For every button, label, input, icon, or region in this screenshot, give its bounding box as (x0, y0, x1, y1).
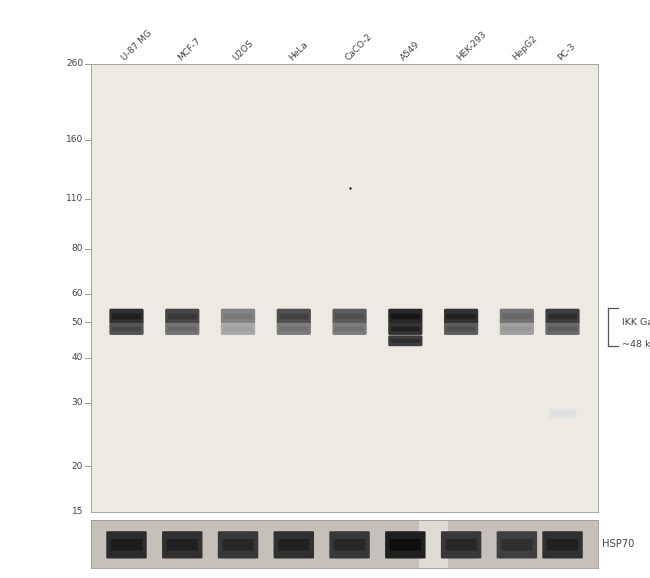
FancyBboxPatch shape (218, 531, 258, 558)
FancyBboxPatch shape (162, 531, 203, 558)
FancyBboxPatch shape (542, 531, 583, 558)
Text: CaCO-2: CaCO-2 (343, 32, 374, 62)
Text: 60: 60 (72, 290, 83, 298)
FancyBboxPatch shape (391, 339, 420, 343)
Text: 160: 160 (66, 135, 83, 144)
FancyBboxPatch shape (447, 327, 476, 331)
Text: 50: 50 (72, 318, 83, 327)
FancyBboxPatch shape (500, 323, 534, 335)
FancyBboxPatch shape (277, 323, 311, 335)
FancyBboxPatch shape (548, 327, 577, 331)
FancyBboxPatch shape (385, 531, 426, 558)
FancyBboxPatch shape (502, 327, 532, 331)
Text: 20: 20 (72, 462, 83, 471)
FancyBboxPatch shape (547, 539, 578, 551)
FancyBboxPatch shape (335, 327, 364, 331)
FancyBboxPatch shape (500, 309, 534, 324)
FancyBboxPatch shape (545, 309, 580, 324)
Text: 40: 40 (72, 353, 83, 362)
FancyBboxPatch shape (165, 323, 200, 335)
FancyBboxPatch shape (112, 314, 141, 319)
FancyBboxPatch shape (106, 531, 147, 558)
FancyBboxPatch shape (111, 539, 142, 551)
FancyBboxPatch shape (168, 327, 197, 331)
Text: 110: 110 (66, 194, 83, 203)
FancyBboxPatch shape (274, 531, 314, 558)
FancyBboxPatch shape (390, 539, 421, 551)
FancyBboxPatch shape (391, 314, 420, 319)
FancyBboxPatch shape (419, 520, 448, 568)
FancyBboxPatch shape (224, 314, 253, 319)
FancyBboxPatch shape (332, 323, 367, 335)
FancyBboxPatch shape (447, 314, 476, 319)
FancyBboxPatch shape (222, 539, 254, 551)
FancyBboxPatch shape (109, 323, 144, 335)
FancyBboxPatch shape (388, 309, 423, 324)
FancyBboxPatch shape (166, 539, 198, 551)
Text: HepG2: HepG2 (510, 34, 539, 62)
FancyBboxPatch shape (109, 309, 144, 324)
FancyBboxPatch shape (221, 323, 255, 335)
FancyBboxPatch shape (391, 327, 420, 331)
FancyBboxPatch shape (549, 409, 577, 418)
FancyBboxPatch shape (165, 309, 200, 324)
Text: HSP70: HSP70 (602, 539, 634, 549)
Text: 15: 15 (72, 507, 83, 516)
Text: MCF-7: MCF-7 (176, 36, 202, 62)
FancyBboxPatch shape (168, 314, 197, 319)
FancyBboxPatch shape (497, 531, 537, 558)
FancyBboxPatch shape (112, 327, 141, 331)
Text: 80: 80 (72, 244, 83, 253)
Text: 30: 30 (72, 398, 83, 407)
FancyBboxPatch shape (501, 539, 532, 551)
Text: HeLa: HeLa (287, 40, 310, 62)
Text: HEK-293: HEK-293 (455, 29, 488, 62)
FancyBboxPatch shape (277, 309, 311, 324)
FancyBboxPatch shape (221, 309, 255, 324)
FancyBboxPatch shape (388, 335, 423, 346)
FancyBboxPatch shape (445, 539, 476, 551)
FancyBboxPatch shape (444, 323, 478, 335)
Text: U2OS: U2OS (231, 38, 255, 62)
FancyBboxPatch shape (545, 323, 580, 335)
FancyBboxPatch shape (280, 327, 308, 331)
FancyBboxPatch shape (551, 412, 574, 415)
Text: U-87 MG: U-87 MG (120, 28, 154, 62)
Text: 260: 260 (66, 59, 83, 68)
FancyBboxPatch shape (444, 309, 478, 324)
FancyBboxPatch shape (278, 539, 309, 551)
FancyBboxPatch shape (388, 323, 423, 335)
Text: PC-3: PC-3 (556, 42, 577, 62)
Text: IKK Gamma: IKK Gamma (621, 318, 650, 327)
FancyBboxPatch shape (502, 314, 532, 319)
FancyBboxPatch shape (280, 314, 308, 319)
FancyBboxPatch shape (334, 539, 365, 551)
Text: ~48 kDa: ~48 kDa (621, 340, 650, 349)
FancyBboxPatch shape (441, 531, 482, 558)
FancyBboxPatch shape (330, 531, 370, 558)
FancyBboxPatch shape (335, 314, 364, 319)
FancyBboxPatch shape (224, 327, 253, 331)
Text: A549: A549 (399, 39, 422, 62)
FancyBboxPatch shape (548, 314, 577, 319)
FancyBboxPatch shape (332, 309, 367, 324)
